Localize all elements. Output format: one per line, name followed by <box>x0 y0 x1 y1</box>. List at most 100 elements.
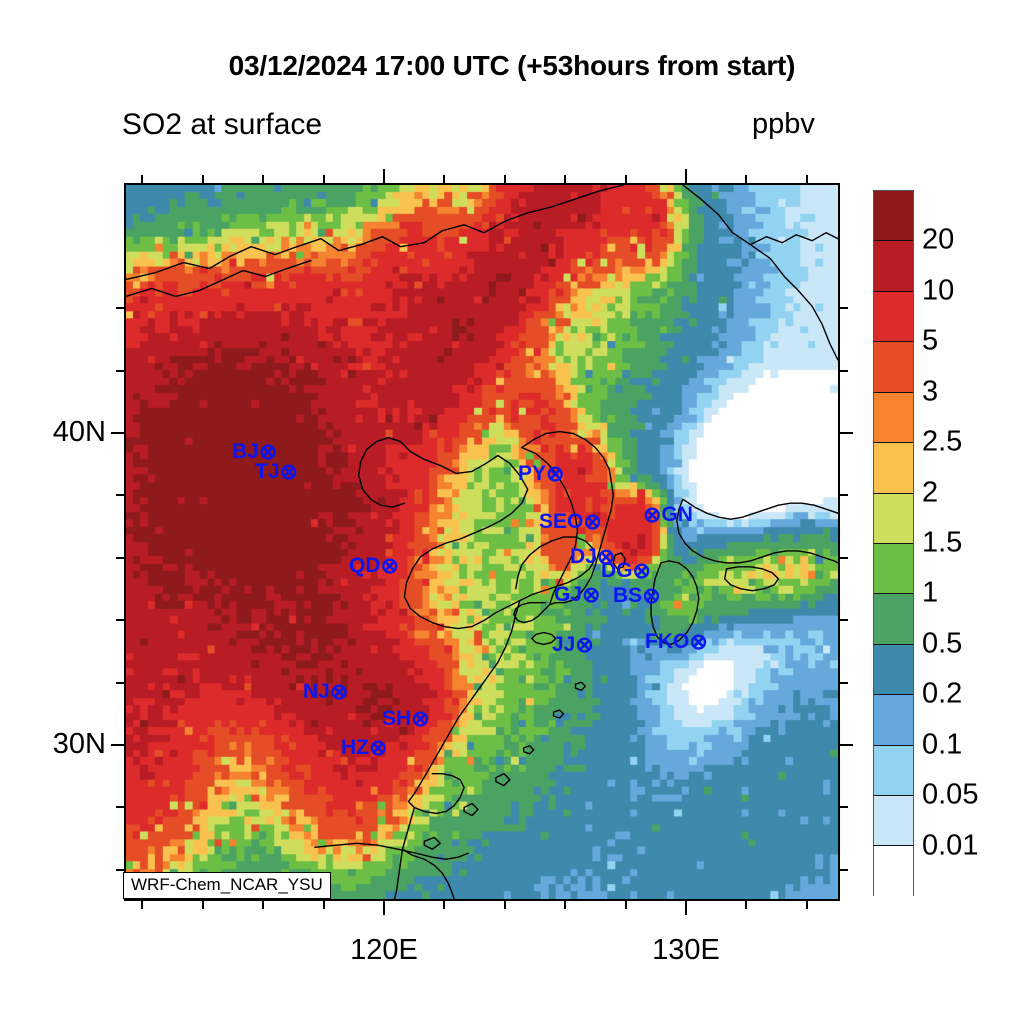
model-attribution-label: WRF-Chem_NCAR_YSU <box>123 872 331 899</box>
colorbar-tick-1: 1 <box>922 576 939 609</box>
station-cross-icon: ⊗ <box>642 583 661 608</box>
x-tick-122 <box>443 901 446 909</box>
city-marker-gj: GJ⊗ <box>554 584 600 606</box>
x-tick-top-114 <box>201 175 204 183</box>
field-subtitle: SO2 at surface <box>122 108 323 141</box>
colorbar-band-7 <box>874 543 913 595</box>
y-tick-44 <box>116 307 124 310</box>
x-tick-132 <box>745 901 748 909</box>
colorbar-band-8 <box>874 594 913 645</box>
y-tick-28 <box>116 806 124 809</box>
colorbar-band-13 <box>874 846 913 897</box>
colorbar-tick-20: 20 <box>922 223 955 256</box>
city-code-label: SH <box>382 707 412 730</box>
x-tick-130 <box>685 901 687 915</box>
station-cross-icon: ⊗ <box>329 679 349 704</box>
x-tick-top-112 <box>141 175 144 183</box>
y-tick-42 <box>116 369 124 372</box>
city-marker-jj: JJ⊗ <box>552 634 594 656</box>
city-marker-qd: QD⊗ <box>349 555 399 577</box>
city-marker-seo: SEO⊗ <box>539 511 602 533</box>
city-marker-tj: TJ⊗ <box>255 461 298 483</box>
colorbar-band-5 <box>874 443 913 494</box>
x-tick-top-130 <box>685 169 687 183</box>
city-marker-gn: ⊗GN <box>643 504 693 526</box>
x-tick-128 <box>624 901 627 909</box>
colorbar[interactable] <box>873 190 914 897</box>
y-tick-40 <box>111 432 124 434</box>
y-tick-right-36 <box>840 556 848 559</box>
x-tick-120 <box>383 901 385 915</box>
city-code-label: GN <box>661 503 693 526</box>
city-code-label: FKO <box>645 630 690 653</box>
y-tick-right-40 <box>840 432 853 434</box>
station-cross-icon: ⊗ <box>632 558 651 583</box>
colorbar-band-1 <box>874 241 913 292</box>
city-code-label: GJ <box>554 583 583 606</box>
city-code-label: DJ <box>570 545 597 568</box>
colorbar-tick-3: 3 <box>922 375 939 408</box>
city-marker-bj: BJ⊗ <box>232 441 277 463</box>
y-tick-right-26 <box>840 868 848 871</box>
station-cross-icon: ⊗ <box>596 544 616 569</box>
x-tick-top-132 <box>745 175 748 183</box>
colorbar-tick-0.5: 0.5 <box>922 627 963 660</box>
station-cross-icon: ⊗ <box>411 706 430 731</box>
y-tick-right-42 <box>840 369 848 372</box>
y-tick-38 <box>116 494 124 497</box>
station-cross-icon: ⊗ <box>575 632 594 657</box>
y-tick-right-44 <box>840 307 848 310</box>
city-marker-sh: SH⊗ <box>382 708 430 730</box>
station-cross-icon: ⊗ <box>258 439 278 464</box>
x-tick-112 <box>141 901 144 909</box>
units-label: ppbv <box>752 108 815 140</box>
y-axis-label-40N: 40N <box>52 416 106 448</box>
station-cross-icon: ⊗ <box>279 459 298 484</box>
city-code-label: NJ <box>303 680 330 703</box>
x-tick-134 <box>805 901 808 909</box>
x-tick-116 <box>262 901 265 909</box>
city-code-label: TJ <box>255 460 280 483</box>
city-marker-dj: DJ⊗ <box>570 546 615 568</box>
colorbar-band-3 <box>874 342 913 393</box>
colorbar-tick-0.2: 0.2 <box>922 677 963 710</box>
colorbar-band-9 <box>874 644 913 696</box>
y-tick-right-34 <box>840 619 848 622</box>
city-code-label: HZ <box>341 736 369 759</box>
colorbar-band-0 <box>874 191 913 242</box>
y-tick-26 <box>116 868 124 871</box>
y-axis-label-30N: 30N <box>52 728 106 760</box>
x-tick-top-126 <box>564 175 567 183</box>
y-tick-36 <box>116 556 124 559</box>
x-tick-124 <box>503 901 506 909</box>
x-tick-114 <box>201 901 204 909</box>
y-tick-right-38 <box>840 494 848 497</box>
colorbar-tick-0.1: 0.1 <box>922 728 963 761</box>
map-plot-area[interactable] <box>124 183 840 901</box>
x-tick-top-122 <box>443 175 446 183</box>
colorbar-band-6 <box>874 493 913 544</box>
y-tick-right-32 <box>840 681 848 684</box>
city-marker-hz: HZ⊗ <box>341 737 387 759</box>
city-marker-nj: NJ⊗ <box>303 681 348 703</box>
city-marker-dg: DG⊗ <box>601 560 651 582</box>
colorbar-band-4 <box>874 392 913 444</box>
x-tick-top-118 <box>322 175 325 183</box>
y-tick-34 <box>116 619 124 622</box>
x-tick-top-120 <box>383 169 385 183</box>
x-tick-118 <box>322 901 325 909</box>
x-tick-top-128 <box>624 175 627 183</box>
city-marker-py: PY⊗ <box>518 463 564 485</box>
station-cross-icon: ⊗ <box>582 582 601 607</box>
colorbar-tick-0.05: 0.05 <box>922 778 979 811</box>
x-tick-top-116 <box>262 175 265 183</box>
colorbar-tick-2: 2 <box>922 476 939 509</box>
x-axis-label-120E: 120E <box>350 934 418 966</box>
city-code-label: BS <box>613 584 643 607</box>
station-cross-icon: ⊗ <box>583 509 602 534</box>
colorbar-band-10 <box>874 695 913 746</box>
city-code-label: JJ <box>552 633 576 656</box>
city-code-label: BJ <box>232 440 259 463</box>
colorbar-band-12 <box>874 796 913 847</box>
